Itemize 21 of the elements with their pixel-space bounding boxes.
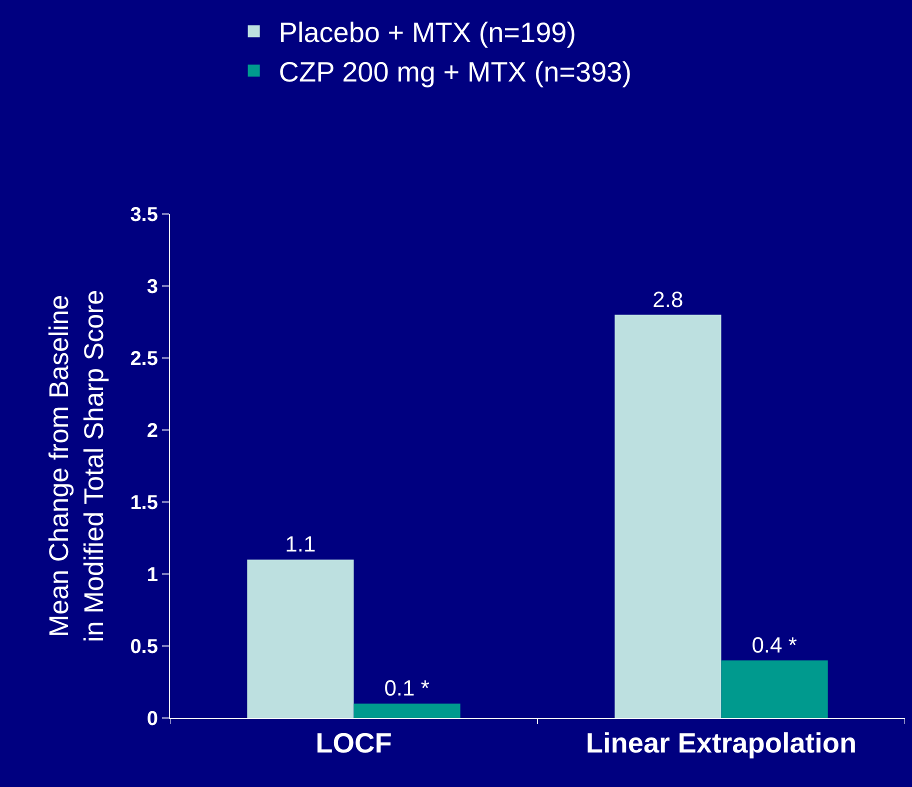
y-tick-label: 2.5: [130, 348, 158, 370]
y-axis-title: Mean Change from Baseline in Modified Total Sharp Score: [44, 290, 110, 642]
bar: [354, 704, 460, 718]
y-tick-label: 2: [146, 420, 158, 442]
y-tick-label: 0.5: [130, 636, 158, 658]
data-label: 2.8: [652, 286, 684, 312]
y-tick-label: 1: [146, 564, 158, 586]
bar: [614, 314, 722, 718]
data-label: 0.1 *: [384, 676, 430, 701]
legend-label: Placebo + MTX (n=199): [278, 17, 576, 48]
x-tick-label: Linear Extrapolation: [586, 728, 857, 759]
y-tick-label: 3.5: [130, 204, 158, 226]
data-label: 1.1: [285, 532, 316, 557]
y-tick-label: 0: [146, 708, 158, 730]
y-tick-label: 3: [146, 276, 158, 298]
y-tick-label: 1.5: [130, 492, 158, 514]
bar: [247, 560, 354, 718]
data-label: 0.4 *: [752, 632, 798, 658]
bar: [721, 660, 828, 718]
legend-label: CZP 200 mg + MTX (n=393): [278, 56, 632, 88]
x-tick-label: LOCF: [316, 728, 392, 759]
